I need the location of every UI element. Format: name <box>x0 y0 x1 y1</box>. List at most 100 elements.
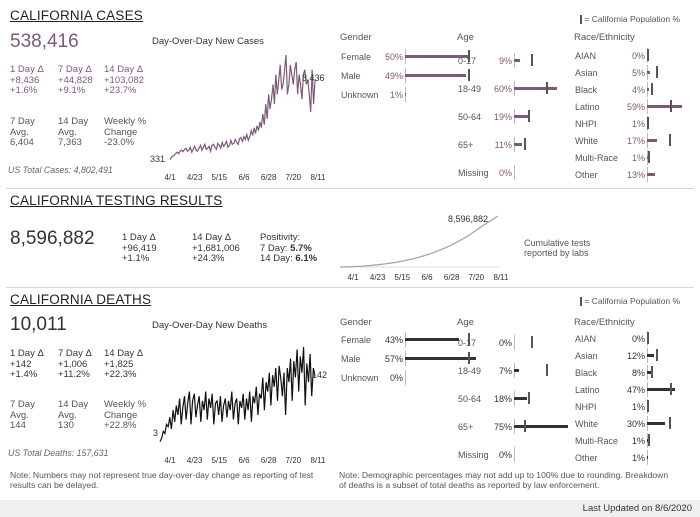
deaths-race-label: Other <box>575 453 598 463</box>
cases-age-pct: 11% <box>494 140 512 150</box>
cases-gender-population-marker <box>467 50 470 62</box>
cases-age-label: 65+ <box>458 140 474 150</box>
cases-x-tick-label: 4/1 <box>164 173 176 182</box>
deaths-first-label: 3 <box>153 428 158 438</box>
cases-race-population-marker <box>650 83 653 95</box>
cases-race-pct: 17% <box>626 136 645 146</box>
deaths-age-label: 0-17 <box>458 338 477 348</box>
cases-race-pct: 1% <box>631 119 645 129</box>
cases-section-title: CALIFORNIA CASES <box>10 8 143 23</box>
testing-series-line <box>339 215 499 268</box>
deaths-stat-1day: 1 Day Δ +142 +1.4% <box>10 348 44 380</box>
deaths-age-header: Age <box>457 317 474 328</box>
cases-x-tick-label: 6/6 <box>238 173 250 182</box>
deaths-gender-label: Unknown <box>341 373 379 383</box>
testing-x-tick-label: 4/23 <box>370 273 386 282</box>
cases-race-pct: 4% <box>631 85 645 95</box>
cases-race-label: Black <box>575 85 598 95</box>
deaths-x-tick-label: 4/23 <box>187 456 203 465</box>
testing-positivity: Positivity: 7 Day: 5.7% 14 Day: 6.1% <box>260 232 318 264</box>
cases-race-header: Race/Ethnicity <box>574 32 635 43</box>
deaths-race-bar <box>647 439 648 442</box>
cases-gender-label: Female <box>341 52 372 62</box>
cases-x-tick-label: 8/11 <box>311 173 327 182</box>
deaths-age-bar <box>514 425 568 428</box>
last-updated: Last Updated on 8/6/2020 <box>582 503 692 514</box>
cases-age-population-marker <box>545 82 548 94</box>
cases-race-bar <box>647 71 650 74</box>
cases-gender-bar <box>405 93 407 96</box>
deaths-race-label: Asian <box>575 351 598 361</box>
testing-last-label: 8,596,882 <box>448 214 488 224</box>
deaths-gender-label: Male <box>341 354 361 364</box>
deaths-gender-axis <box>405 370 406 385</box>
deaths-gender-pct: 0% <box>389 373 403 383</box>
cases-age-population-marker <box>530 54 533 66</box>
deaths-avg-7day: 7 Day Avg. 144 <box>10 399 35 431</box>
cases-race-bar <box>647 156 648 159</box>
cases-gender-label: Male <box>341 71 361 81</box>
cases-gender-label: Unknown <box>341 90 379 100</box>
cases-age-header: Age <box>457 32 474 43</box>
testing-chart: 4/1 4/23 5/15 6/6 6/28 7/20 8/11 8,596,882 <box>339 214 509 282</box>
deaths-age-label: 50-64 <box>458 394 482 404</box>
deaths-race-pct: 1% <box>631 402 645 412</box>
cases-legend: = California Population % <box>580 14 680 25</box>
deaths-race-label: White <box>575 419 599 429</box>
cases-x-tick-label: 6/28 <box>261 173 277 182</box>
deaths-age-population-marker <box>545 364 548 376</box>
cases-age-bar <box>514 87 558 90</box>
cases-race-pct: 5% <box>631 68 645 78</box>
deaths-gender-bar <box>405 338 459 341</box>
deaths-chart: 4/1 4/23 5/15 6/6 6/28 7/20 8/11 3 142 <box>153 346 327 465</box>
deaths-race-pct: 30% <box>626 419 645 429</box>
cases-age-label: 50-64 <box>458 112 482 122</box>
deaths-x-tick-label: 6/6 <box>238 456 250 465</box>
deaths-age-population-marker <box>527 392 530 404</box>
deaths-race-population-marker <box>670 383 673 395</box>
deaths-age-axis <box>514 335 515 350</box>
cases-race-bar <box>647 139 658 142</box>
deaths-race-label: AIAN <box>575 334 597 344</box>
deaths-race-bar <box>647 422 665 425</box>
cases-race-population-marker <box>648 151 651 163</box>
testing-section-title: CALIFORNIA TESTING RESULTS <box>10 193 223 208</box>
deaths-gender-header: Gender <box>340 317 372 328</box>
cases-stat-14day: 14 Day Δ +103,082 +23.7% <box>104 64 144 96</box>
deaths-age-axis <box>514 447 515 462</box>
deaths-race-header: Race/Ethnicity <box>574 317 635 328</box>
deaths-total: 10,011 <box>10 314 67 335</box>
cases-age-pct: 0% <box>498 168 512 178</box>
testing-x-tick-label: 6/6 <box>421 273 433 282</box>
deaths-race-population-marker <box>656 349 658 361</box>
cases-race-label: White <box>575 136 599 146</box>
cases-age-pct: 60% <box>493 84 512 94</box>
population-marker-icon <box>580 15 582 25</box>
cases-gender-population-marker <box>467 69 470 81</box>
testing-cumulative-note: Cumulative tests reported by labs <box>524 238 591 258</box>
deaths-race-population-marker <box>648 434 651 446</box>
cases-gender-pct: 50% <box>384 52 403 62</box>
deaths-age-label: 18-49 <box>458 366 482 376</box>
cases-race-bar <box>647 173 655 176</box>
cases-age-bar <box>514 143 522 146</box>
cases-gender-pct: 49% <box>384 71 403 81</box>
cases-race-population-marker <box>669 134 672 146</box>
cases-chart-title: Day-Over-Day New Cases <box>152 36 264 47</box>
cases-race-label: Latino <box>575 102 600 112</box>
deaths-gender-population-marker <box>467 333 470 345</box>
cases-race-pct: 13% <box>626 170 645 180</box>
testing-total: 8,596,882 <box>10 228 95 249</box>
footnote-right: Note: Demographic percentages may not ad… <box>339 470 669 490</box>
cases-us-total: US Total Cases: 4,802,491 <box>8 165 113 175</box>
deaths-race-pct: 1% <box>631 436 645 446</box>
deaths-age-population-marker <box>524 420 527 432</box>
footnote-left: Note: Numbers may not represent true day… <box>10 470 314 490</box>
testing-stat-14day: 14 Day Δ +1,681,006 +24.3% <box>192 232 240 264</box>
cases-race-pct: 59% <box>626 102 645 112</box>
deaths-series-line <box>159 346 316 442</box>
deaths-x-tick-label: 7/20 <box>286 456 302 465</box>
deaths-age-pct: 18% <box>493 394 512 404</box>
deaths-age-pct: 7% <box>498 366 512 376</box>
testing-x-tick-label: 7/20 <box>469 273 485 282</box>
